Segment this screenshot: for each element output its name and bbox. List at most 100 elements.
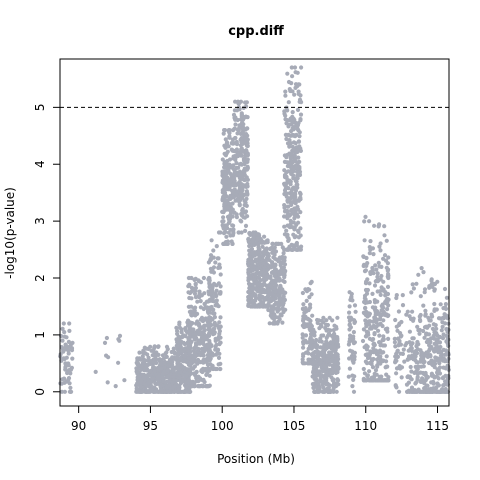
data-point bbox=[61, 321, 66, 326]
data-point bbox=[60, 326, 65, 331]
data-point bbox=[378, 248, 383, 253]
data-point bbox=[284, 121, 289, 126]
data-point bbox=[292, 92, 297, 97]
data-point bbox=[197, 289, 202, 294]
data-point bbox=[222, 169, 227, 174]
data-point bbox=[154, 381, 159, 387]
data-point bbox=[276, 315, 281, 320]
data-point bbox=[257, 252, 262, 257]
data-point bbox=[437, 361, 442, 366]
data-point bbox=[366, 377, 371, 382]
data-point bbox=[277, 272, 282, 277]
data-point bbox=[322, 352, 327, 357]
data-point bbox=[224, 234, 229, 239]
data-point bbox=[275, 241, 280, 246]
data-point bbox=[347, 366, 352, 371]
data-point bbox=[68, 385, 73, 390]
data-point bbox=[423, 308, 428, 313]
data-point bbox=[423, 312, 428, 317]
data-point bbox=[279, 260, 284, 266]
data-point bbox=[271, 316, 277, 321]
data-point bbox=[227, 162, 232, 167]
data-point bbox=[289, 163, 295, 168]
data-point bbox=[384, 372, 389, 377]
data-point bbox=[324, 357, 329, 362]
data-point bbox=[296, 207, 301, 212]
data-point bbox=[224, 140, 230, 145]
data-point bbox=[385, 378, 391, 383]
data-point bbox=[160, 371, 165, 376]
y-tick-label: 2 bbox=[33, 274, 47, 282]
data-point bbox=[231, 223, 236, 228]
data-point bbox=[177, 341, 182, 346]
data-point bbox=[148, 344, 153, 349]
x-tick-label: 90 bbox=[71, 419, 86, 433]
data-point bbox=[383, 299, 388, 305]
data-point bbox=[273, 249, 279, 254]
data-point bbox=[280, 303, 285, 308]
data-point bbox=[369, 325, 374, 330]
data-point bbox=[207, 284, 212, 290]
data-point bbox=[270, 262, 275, 267]
data-point bbox=[396, 343, 401, 348]
data-point bbox=[244, 100, 249, 105]
data-point bbox=[385, 307, 390, 312]
data-point bbox=[221, 181, 226, 186]
data-points bbox=[58, 65, 451, 394]
data-point bbox=[239, 136, 244, 141]
data-point bbox=[225, 158, 230, 164]
data-point bbox=[304, 298, 309, 303]
data-point bbox=[271, 296, 276, 301]
data-point bbox=[313, 389, 318, 394]
data-point bbox=[403, 343, 408, 348]
data-point bbox=[440, 315, 446, 320]
data-point bbox=[289, 200, 294, 205]
data-point bbox=[402, 359, 407, 364]
data-point bbox=[243, 228, 248, 233]
data-point bbox=[196, 357, 201, 363]
data-point bbox=[297, 169, 303, 174]
data-point bbox=[237, 203, 242, 208]
data-point bbox=[347, 310, 352, 315]
data-point bbox=[175, 331, 180, 336]
data-point bbox=[347, 304, 352, 309]
data-point bbox=[303, 314, 308, 319]
data-point bbox=[180, 379, 185, 384]
data-point bbox=[326, 385, 331, 390]
data-point bbox=[225, 175, 230, 180]
data-point bbox=[233, 117, 238, 122]
data-point bbox=[441, 356, 446, 361]
data-point bbox=[139, 363, 144, 369]
data-point bbox=[284, 174, 289, 179]
data-point bbox=[228, 233, 233, 238]
data-point bbox=[221, 131, 226, 136]
data-point bbox=[262, 240, 267, 245]
data-point bbox=[246, 261, 251, 266]
data-point bbox=[186, 378, 191, 383]
chart-title: cpp.diff bbox=[228, 24, 284, 39]
data-point bbox=[175, 328, 180, 334]
data-point bbox=[151, 364, 156, 369]
data-point bbox=[255, 282, 260, 287]
data-point bbox=[273, 283, 278, 288]
data-point bbox=[376, 260, 381, 265]
data-point bbox=[63, 347, 69, 352]
data-point bbox=[367, 369, 372, 374]
y-tick-label: 0 bbox=[33, 388, 47, 396]
data-point bbox=[207, 278, 212, 283]
data-point bbox=[365, 300, 370, 305]
data-point bbox=[192, 381, 197, 386]
data-point bbox=[122, 378, 127, 383]
data-point bbox=[373, 368, 379, 373]
data-point bbox=[157, 357, 162, 362]
data-point bbox=[384, 238, 389, 243]
data-point bbox=[272, 256, 278, 261]
data-point bbox=[312, 349, 318, 355]
data-point bbox=[141, 375, 147, 380]
data-point bbox=[227, 128, 232, 133]
data-point bbox=[138, 357, 143, 362]
data-point bbox=[293, 70, 298, 75]
data-point bbox=[216, 355, 222, 360]
x-tick-label: 115 bbox=[426, 419, 449, 433]
data-point bbox=[209, 297, 214, 302]
